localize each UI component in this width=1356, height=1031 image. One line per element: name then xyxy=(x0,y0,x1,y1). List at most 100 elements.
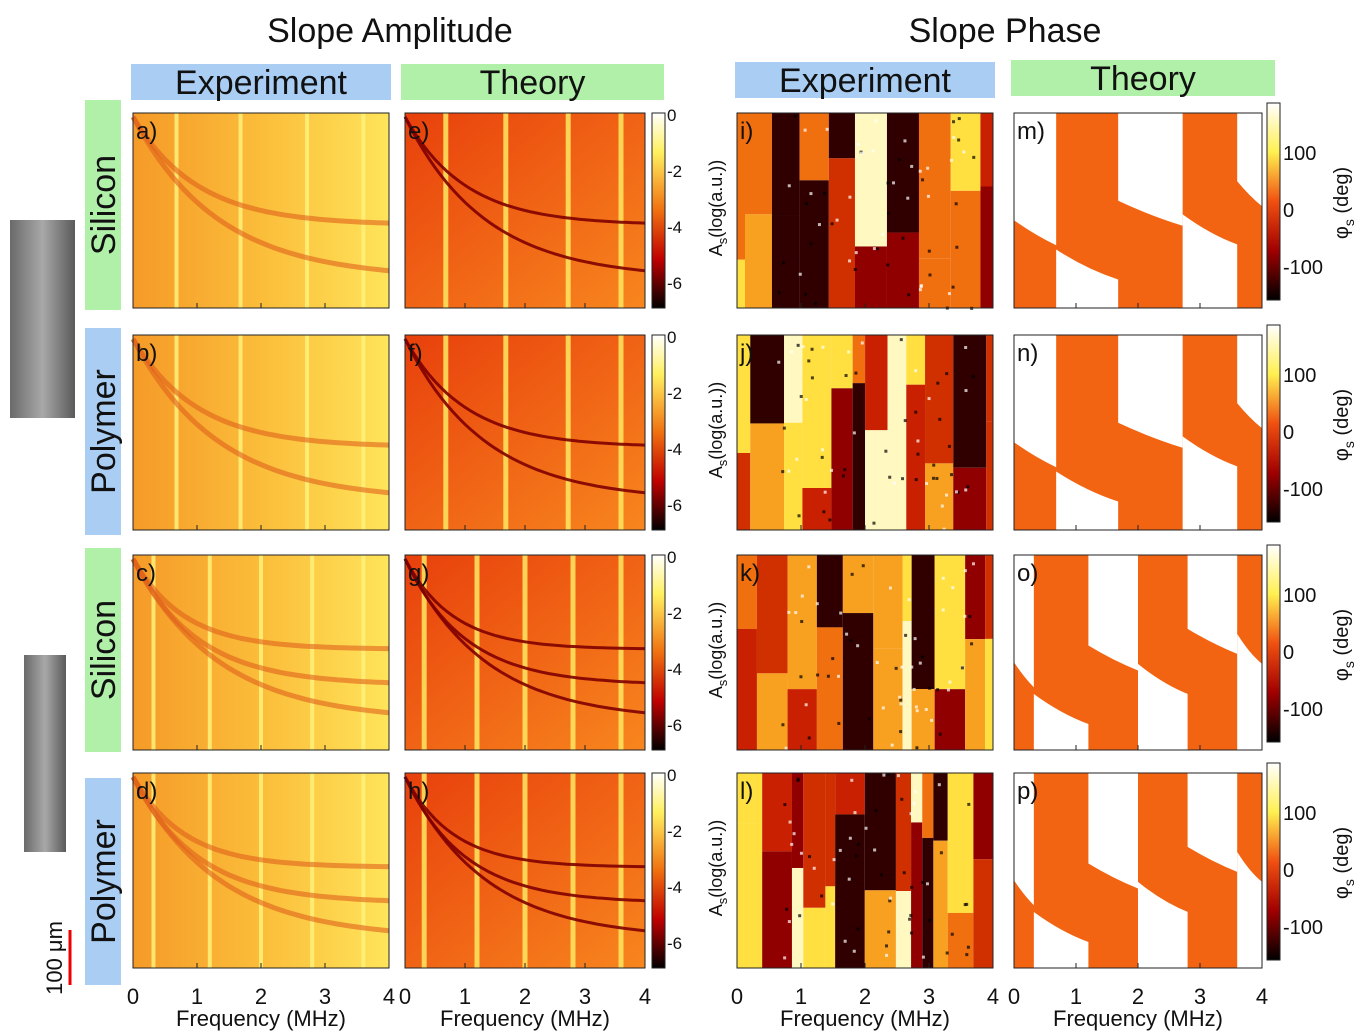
noise xyxy=(930,718,934,722)
noise xyxy=(890,743,894,747)
noise xyxy=(781,470,785,474)
noise xyxy=(968,615,972,619)
symbol: φ xyxy=(1331,448,1353,461)
noise xyxy=(964,346,968,350)
phase-stripe xyxy=(825,886,836,968)
heatmap-panel xyxy=(1013,554,1263,751)
noise xyxy=(942,527,946,531)
noise xyxy=(864,826,868,830)
noise xyxy=(788,820,792,824)
colorbar-tick-label: -100 xyxy=(1283,699,1323,721)
phase-region xyxy=(1014,113,1057,246)
noise xyxy=(797,514,801,518)
unit: (deg) xyxy=(1331,389,1353,441)
phase-stripe xyxy=(784,422,803,530)
noise xyxy=(909,931,913,935)
x-tick-label: 4 xyxy=(987,984,999,1009)
noise xyxy=(966,945,970,949)
noise xyxy=(822,510,826,514)
x-tick-label: 2 xyxy=(519,984,531,1009)
panel-label: j) xyxy=(739,340,753,367)
phase-stripe xyxy=(864,890,896,968)
noise xyxy=(854,251,858,255)
column-header-box xyxy=(401,64,664,100)
noise xyxy=(946,688,950,692)
unit: (log(a.u.)) xyxy=(706,382,726,460)
noise xyxy=(809,242,813,246)
noise xyxy=(926,194,930,198)
subscript: s xyxy=(715,459,730,466)
noise xyxy=(963,614,967,618)
phase-stripe xyxy=(895,773,912,892)
phase-stripe xyxy=(865,335,888,431)
noise xyxy=(964,389,968,393)
phase-stripe xyxy=(933,773,948,841)
noise xyxy=(972,155,976,159)
noise xyxy=(841,474,845,478)
noise xyxy=(915,746,919,750)
phase-stripe xyxy=(864,773,896,891)
noise xyxy=(826,674,830,678)
phase-stripe xyxy=(895,891,912,968)
phase-stripe xyxy=(887,335,907,411)
noise xyxy=(918,661,922,665)
phase-region xyxy=(1237,335,1262,429)
colorbar-tick-label: -4 xyxy=(667,878,682,897)
noise xyxy=(836,674,840,678)
phase-region xyxy=(1118,335,1183,448)
phase-stripe xyxy=(791,867,804,968)
panel-label: f) xyxy=(408,340,423,367)
x-tick-label: 3 xyxy=(1194,984,1206,1009)
noise xyxy=(790,842,794,846)
x-tick-label: 0 xyxy=(127,984,139,1009)
row-label: Polymer xyxy=(85,819,123,944)
scale-label: 100 μm xyxy=(42,921,67,995)
unit: (log(a.u.)) xyxy=(706,602,726,680)
noise xyxy=(843,939,847,943)
noise xyxy=(809,192,813,196)
colorbar xyxy=(651,554,666,751)
heatmap-panel xyxy=(1013,334,1263,531)
noise xyxy=(965,953,969,957)
noise xyxy=(861,564,865,568)
mode-curve xyxy=(403,776,646,933)
noise xyxy=(800,620,804,624)
colorbar-tick-label: -100 xyxy=(1283,257,1323,279)
noise xyxy=(907,293,911,297)
noise xyxy=(886,773,890,777)
noise xyxy=(914,790,918,794)
noise xyxy=(859,151,863,155)
noise xyxy=(971,375,975,379)
noise xyxy=(804,703,808,707)
x-tick-label: 1 xyxy=(795,984,807,1009)
noise xyxy=(843,468,847,472)
row-label-box xyxy=(85,100,121,310)
unit: (deg) xyxy=(1331,827,1353,879)
heatmap-panel xyxy=(130,772,390,969)
noise xyxy=(951,285,955,289)
noise xyxy=(921,178,925,182)
phase-stripe xyxy=(911,822,923,968)
noise xyxy=(894,666,898,670)
phase-stripe xyxy=(934,689,966,750)
heatmap-panel xyxy=(736,554,994,751)
x-tick-label: 4 xyxy=(383,984,395,1009)
mode-curve xyxy=(403,776,646,903)
noise xyxy=(941,608,945,612)
noise xyxy=(813,301,817,305)
heatmap-panel xyxy=(403,334,646,531)
noise xyxy=(916,439,920,443)
heatmap-panel xyxy=(130,554,390,751)
mode-curve xyxy=(403,558,646,685)
phase-stripe xyxy=(918,113,951,259)
noise xyxy=(915,709,919,713)
phase-region xyxy=(1014,773,1034,906)
panel-label: b) xyxy=(136,340,157,367)
noise xyxy=(900,665,904,669)
column-header-box xyxy=(131,64,391,100)
panel-label: a) xyxy=(136,118,157,145)
phase-stripe xyxy=(756,555,788,674)
x-axis-label: Frequency (MHz) xyxy=(780,1006,950,1031)
phase-stripe xyxy=(799,180,829,308)
phase-stripe xyxy=(842,613,874,750)
